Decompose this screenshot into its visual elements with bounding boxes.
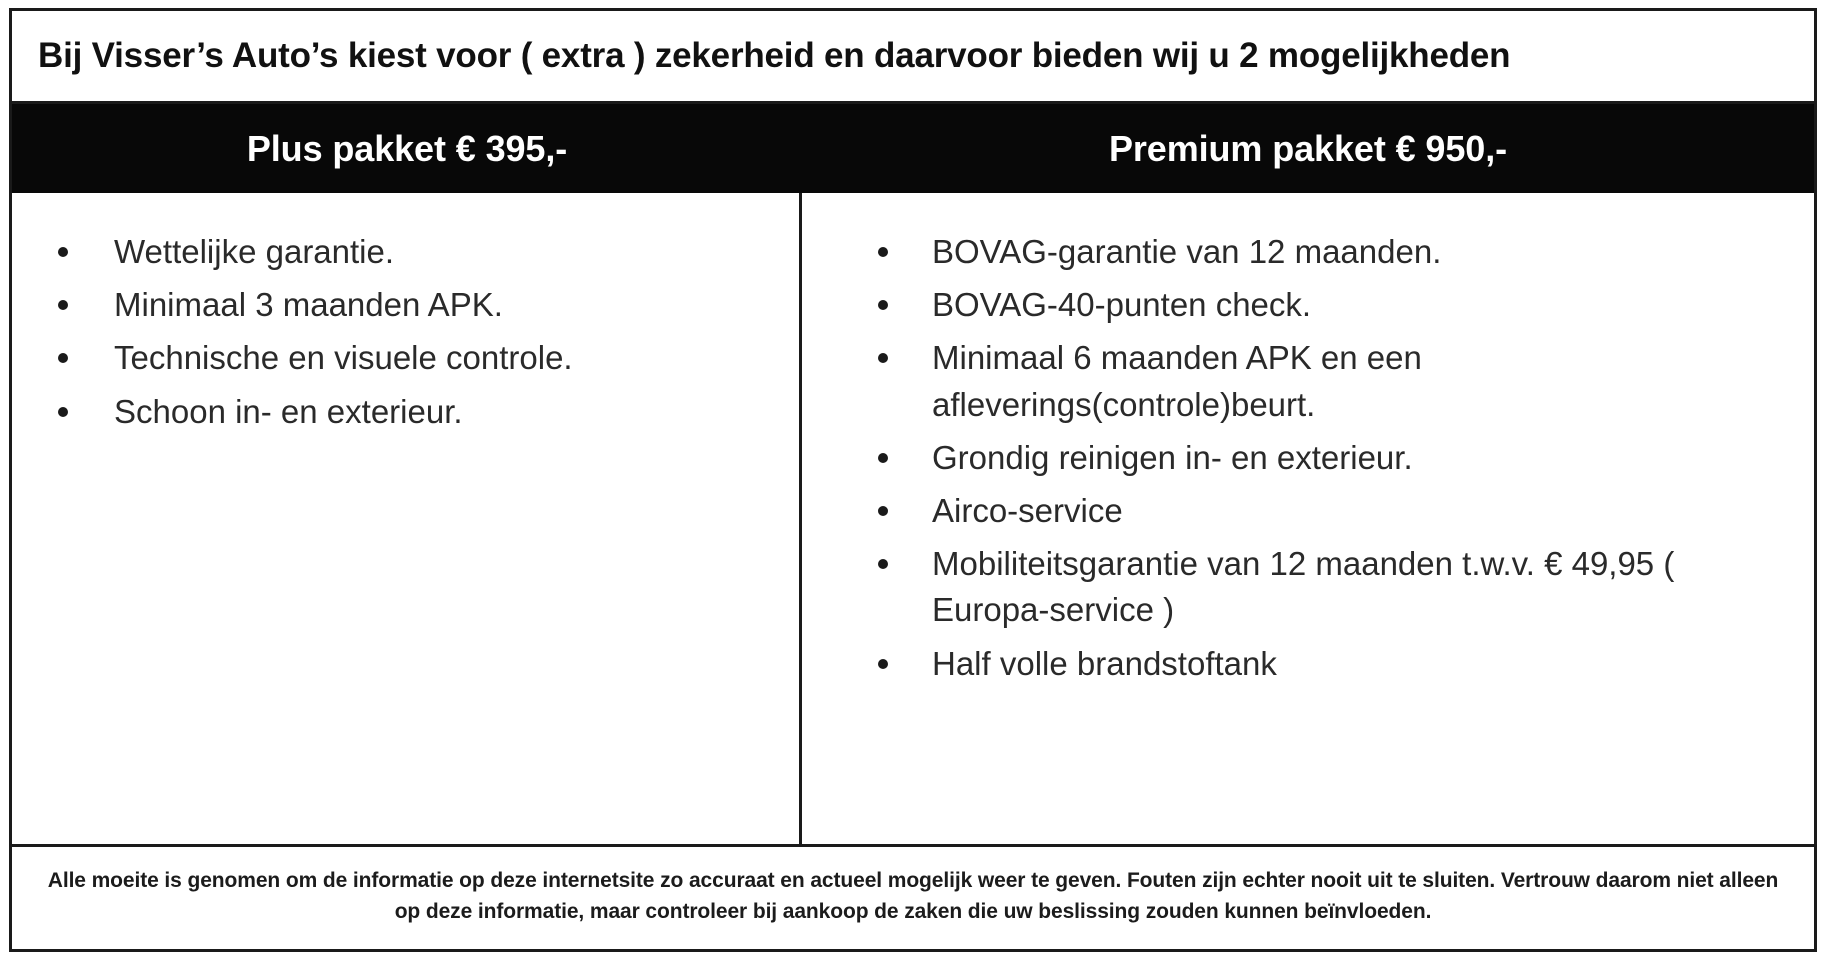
feature-label: Half volle brandstoftank — [932, 644, 1277, 682]
list-item: BOVAG-garantie van 12 maanden. — [864, 229, 1790, 275]
bullet-icon — [58, 353, 68, 364]
disclaimer-text: Alle moeite is genomen om de informatie … — [47, 868, 1779, 923]
feature-label: Technische en visuele controle. — [114, 339, 573, 377]
package-header-plus: Plus pakket € 395,- — [246, 127, 568, 169]
feature-column-plus: Wettelijke garantie. Minimaal 3 maanden … — [12, 193, 802, 844]
list-item: BOVAG-40-punten check. — [864, 282, 1790, 328]
disclaimer-row: Alle moeite is genomen om de informatie … — [12, 846, 1814, 949]
package-body-row: Wettelijke garantie. Minimaal 3 maanden … — [12, 193, 1814, 847]
feature-label: Schoon in- en exterieur. — [114, 392, 463, 430]
feature-label: Wettelijke garantie. — [114, 233, 395, 270]
list-item: Mobiliteitsgarantie van 12 maanden t.w.v… — [864, 541, 1790, 633]
feature-label: BOVAG-garantie van 12 maanden. — [932, 233, 1442, 270]
list-item: Minimaal 6 maanden APK en een aflevering… — [864, 335, 1790, 427]
table-title-row: Bij Visser’s Auto’s kiest voor ( extra )… — [12, 11, 1814, 104]
feature-list-premium: BOVAG-garantie van 12 maanden. BOVAG-40-… — [864, 229, 1790, 687]
bullet-icon — [878, 505, 888, 516]
page-title: Bij Visser’s Auto’s kiest voor ( extra )… — [38, 35, 1511, 75]
bullet-icon — [58, 406, 68, 417]
feature-label: Grondig reinigen in- en exterieur. — [932, 438, 1413, 476]
list-item: Half volle brandstoftank — [864, 641, 1790, 687]
bullet-icon — [58, 247, 68, 257]
bullet-icon — [878, 300, 888, 311]
list-item: Airco-service — [864, 488, 1790, 534]
list-item: Minimaal 3 maanden APK. — [36, 282, 775, 328]
feature-label: Minimaal 3 maanden APK. — [114, 286, 503, 324]
feature-label: Mobiliteitsgarantie van 12 maanden t.w.v… — [932, 545, 1675, 629]
feature-list-plus: Wettelijke garantie. Minimaal 3 maanden … — [36, 229, 775, 435]
feature-label: BOVAG-40-punten check. — [932, 286, 1312, 324]
feature-label: Airco-service — [932, 491, 1123, 529]
bullet-icon — [878, 353, 888, 364]
feature-column-premium: BOVAG-garantie van 12 maanden. BOVAG-40-… — [802, 193, 1814, 844]
list-item: Schoon in- en exterieur. — [36, 389, 775, 435]
list-item: Grondig reinigen in- en exterieur. — [864, 435, 1790, 481]
bullet-icon — [878, 658, 888, 669]
feature-label: Minimaal 6 maanden APK en een aflevering… — [932, 339, 1422, 423]
bullet-icon — [58, 300, 68, 311]
bullet-icon — [878, 452, 888, 463]
list-item: Technische en visuele controle. — [36, 335, 775, 381]
package-header-premium: Premium pakket € 950,- — [1108, 127, 1507, 169]
bullet-icon — [878, 559, 888, 570]
package-header-row: Plus pakket € 395,- Premium pakket € 950… — [12, 104, 1814, 193]
bullet-icon — [878, 247, 888, 257]
package-comparison-table: Bij Visser’s Auto’s kiest voor ( extra )… — [9, 8, 1817, 952]
list-item: Wettelijke garantie. — [36, 229, 775, 275]
